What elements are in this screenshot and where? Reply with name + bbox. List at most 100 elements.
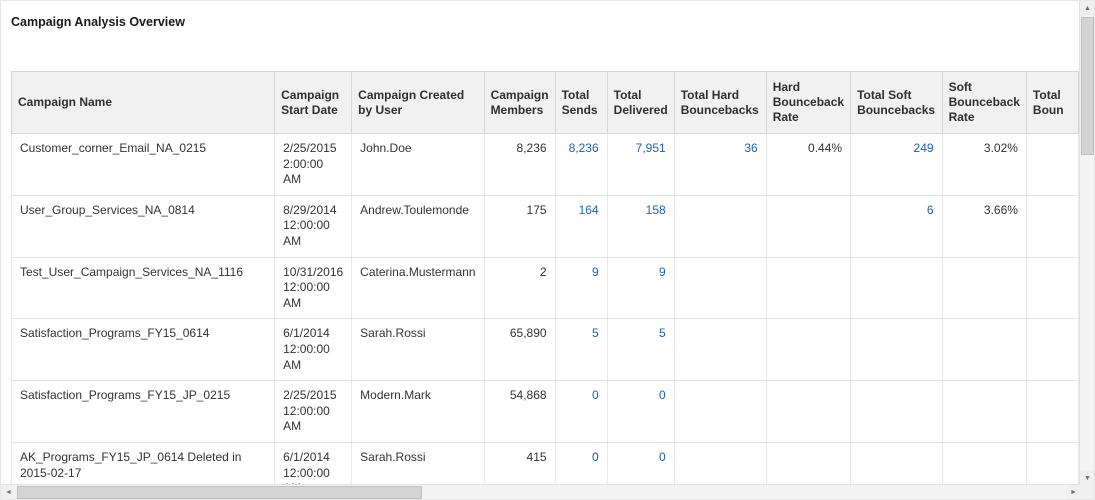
cell-hard-bounceback-rate bbox=[765, 318, 852, 382]
cell-campaign-start-date: 10/31/2016 12:00:00 AM bbox=[274, 257, 353, 320]
cell-campaign-created-by-user: Sarah.Rossi bbox=[351, 442, 485, 484]
scroll-up-arrow[interactable]: ▲ bbox=[1080, 1, 1094, 16]
cell-campaign-name: Satisfaction_Programs_FY15_JP_0215 bbox=[11, 380, 276, 443]
cell-campaign-start-date: 2/25/2015 12:00:00 AM bbox=[274, 380, 353, 443]
value-link[interactable]: 0 bbox=[659, 449, 666, 464]
cell-total-hard-bouncebacks bbox=[673, 318, 767, 382]
value-link[interactable]: 36 bbox=[744, 141, 758, 155]
column-header-total-soft-bouncebacks: Total Soft Bouncebacks bbox=[850, 71, 943, 134]
table-row: User_Group_Services_NA_0814 8/29/2014 12:… bbox=[11, 195, 1079, 258]
cell-total-soft-bouncebacks: 249 bbox=[850, 133, 943, 196]
cell-hard-bounceback-rate bbox=[765, 442, 852, 484]
cell-campaign-created-by-user: Caterina.Mustermann bbox=[351, 257, 485, 320]
cell-soft-bounceback-rate bbox=[941, 257, 1027, 320]
cell-campaign-start-date: 6/1/2014 12:00:00 AM bbox=[274, 442, 353, 484]
value-link[interactable]: 8,236 bbox=[568, 141, 599, 155]
cell-total-hard-bouncebacks: 36 bbox=[673, 133, 767, 196]
column-header-total-boun: Total Boun bbox=[1025, 71, 1079, 134]
cell-campaign-name: Satisfaction_Programs_FY15_0614 bbox=[11, 318, 276, 382]
cell-campaign-members: 8,236 bbox=[483, 133, 556, 196]
cell-campaign-members: 65,890 bbox=[483, 318, 556, 382]
value-link[interactable]: 0 bbox=[591, 449, 599, 464]
value-link[interactable]: 9 bbox=[659, 264, 666, 279]
cell-total-delivered: 9 bbox=[606, 257, 675, 320]
scroll-right-arrow[interactable]: ► bbox=[1066, 485, 1081, 499]
cell-total-hard-bouncebacks bbox=[673, 380, 767, 443]
cell-total-hard-bouncebacks bbox=[673, 257, 767, 320]
table-row: Test_User_Campaign_Services_NA_1116 10/31… bbox=[11, 257, 1079, 320]
vertical-scroll-thumb[interactable] bbox=[1081, 17, 1094, 155]
cell-total-soft-bouncebacks: 6 bbox=[850, 195, 943, 258]
column-header-campaign-start-date: Campaign Start Date bbox=[274, 71, 353, 134]
cell-hard-bounceback-rate bbox=[765, 380, 852, 443]
cell-total-hard-bouncebacks bbox=[673, 195, 767, 258]
value-link[interactable]: 9 bbox=[591, 264, 599, 279]
cell-soft-bounceback-rate bbox=[941, 318, 1027, 382]
cell-campaign-start-date: 8/29/2014 12:00:00 AM bbox=[274, 195, 353, 258]
cell-campaign-members: 415 bbox=[483, 442, 556, 484]
cell-campaign-name: AK_Programs_FY15_JP_0614 Deleted in 2015… bbox=[11, 442, 276, 484]
cell-hard-bounceback-rate bbox=[765, 257, 852, 320]
cell-hard-bounceback-rate bbox=[765, 195, 852, 258]
cell-total-sends: 9 bbox=[554, 257, 608, 320]
cell-total-delivered: 5 bbox=[606, 318, 675, 382]
cell-campaign-created-by-user: Andrew.Toulemonde bbox=[351, 195, 485, 258]
cell-total-soft-bouncebacks bbox=[850, 380, 943, 443]
value-link[interactable]: 164 bbox=[578, 202, 599, 217]
cell-campaign-members: 2 bbox=[483, 257, 556, 320]
value-link[interactable]: 6 bbox=[926, 202, 934, 217]
cell-total-sends: 8,236 bbox=[554, 133, 608, 196]
page-title: Campaign Analysis Overview bbox=[11, 15, 185, 29]
cell-total-soft-bouncebacks bbox=[850, 257, 943, 320]
column-header-campaign-created-by-user: Campaign Created by User bbox=[351, 71, 485, 134]
horizontal-scrollbar[interactable]: ◄ ► bbox=[1, 484, 1081, 499]
campaign-table: Campaign Name Campaign Start Date Campaign… bbox=[11, 71, 1079, 484]
cell-total-sends: 164 bbox=[554, 195, 608, 258]
cell-total-delivered: 0 bbox=[606, 442, 675, 484]
scrollbar-corner bbox=[1079, 484, 1094, 499]
value-link[interactable]: 0 bbox=[591, 388, 599, 403]
cell-campaign-created-by-user: John.Doe bbox=[351, 133, 485, 196]
cell-soft-bounceback-rate bbox=[941, 380, 1027, 443]
column-header-soft-bounceback-rate: Soft Bounceback Rate bbox=[941, 71, 1027, 134]
value-link[interactable]: 0 bbox=[659, 388, 666, 403]
cell-total-delivered: 7,951 bbox=[606, 133, 675, 196]
cell-total-sends: 0 bbox=[554, 380, 608, 443]
cell-campaign-members: 54,868 bbox=[483, 380, 556, 443]
scroll-down-arrow[interactable]: ▼ bbox=[1080, 471, 1094, 486]
column-header-total-sends: Total Sends bbox=[554, 71, 608, 134]
column-header-hard-bounceback-rate: Hard Bounceback Rate bbox=[765, 71, 852, 134]
cell-total-boun bbox=[1025, 195, 1079, 258]
value-link[interactable]: 5 bbox=[659, 326, 666, 341]
cell-campaign-name: Test_User_Campaign_Services_NA_1116 bbox=[11, 257, 276, 320]
table-row: Customer_corner_Email_NA_0215 2/25/2015 2… bbox=[11, 133, 1079, 196]
cell-campaign-created-by-user: Modern.Mark bbox=[351, 380, 485, 443]
column-header-campaign-members: Campaign Members bbox=[483, 71, 556, 134]
value-link[interactable]: 5 bbox=[591, 326, 599, 341]
column-header-total-delivered: Total Delivered bbox=[606, 71, 675, 134]
cell-total-sends: 0 bbox=[554, 442, 608, 484]
cell-soft-bounceback-rate bbox=[941, 442, 1027, 484]
cell-total-sends: 5 bbox=[554, 318, 608, 382]
cell-soft-bounceback-rate: 3.66% bbox=[941, 195, 1027, 258]
cell-total-boun bbox=[1025, 318, 1079, 382]
scroll-left-arrow[interactable]: ◄ bbox=[1, 485, 16, 499]
column-header-total-hard-bouncebacks: Total Hard Bouncebacks bbox=[673, 71, 767, 134]
table-row: Satisfaction_Programs_FY15_0614 6/1/2014 … bbox=[11, 318, 1079, 382]
cell-soft-bounceback-rate: 3.02% bbox=[941, 133, 1027, 196]
column-header-campaign-name: Campaign Name bbox=[11, 71, 276, 134]
cell-campaign-name: User_Group_Services_NA_0814 bbox=[11, 195, 276, 258]
value-link[interactable]: 7,951 bbox=[635, 141, 666, 155]
horizontal-scroll-thumb[interactable] bbox=[17, 486, 422, 499]
cell-campaign-name: Customer_corner_Email_NA_0215 bbox=[11, 133, 276, 196]
cell-campaign-start-date: 2/25/2015 2:00:00 AM bbox=[274, 133, 353, 196]
value-link[interactable]: 249 bbox=[913, 141, 934, 155]
value-link[interactable]: 158 bbox=[645, 202, 666, 217]
table-row: AK_Programs_FY15_JP_0614 Deleted in 2015… bbox=[11, 442, 1079, 484]
cell-total-boun bbox=[1025, 442, 1079, 484]
cell-total-soft-bouncebacks bbox=[850, 318, 943, 382]
cell-total-hard-bouncebacks bbox=[673, 442, 767, 484]
cell-campaign-members: 175 bbox=[483, 195, 556, 258]
vertical-scrollbar[interactable]: ▲ ▼ bbox=[1079, 1, 1094, 486]
